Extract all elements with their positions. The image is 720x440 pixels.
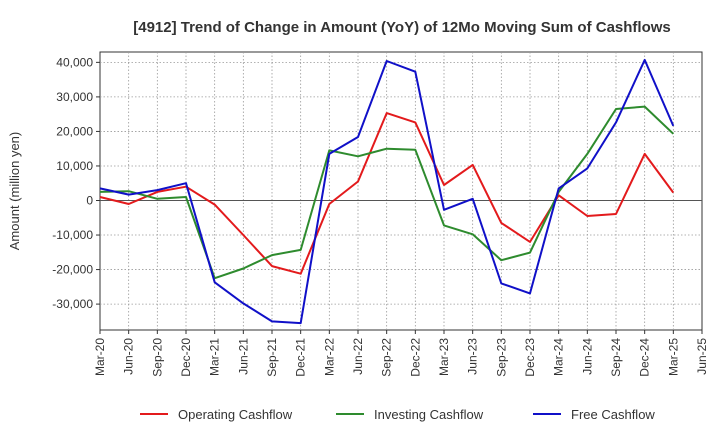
y-axis-label: Amount (million yen) xyxy=(7,132,22,251)
x-tick-label: Mar-25 xyxy=(666,338,680,376)
x-tick-label: Mar-21 xyxy=(208,338,222,376)
x-tick-label: Sep-24 xyxy=(609,338,623,377)
x-tick-label: Jun-22 xyxy=(351,338,365,375)
chart-title: [4912] Trend of Change in Amount (YoY) o… xyxy=(133,19,671,36)
x-tick-label: Sep-20 xyxy=(150,338,164,377)
y-tick-label: -10,000 xyxy=(52,228,93,242)
x-tick-label: Mar-20 xyxy=(93,338,107,376)
x-tick-label: Jun-25 xyxy=(695,338,709,375)
x-axis-ticks: Mar-20 Jun-20 Sep-20 Dec-20 Mar-21 Jun-21 Sep-… xyxy=(93,330,709,377)
x-tick-label: Jun-20 xyxy=(122,338,136,375)
y-tick-label: 30,000 xyxy=(56,90,93,104)
x-tick-label: Mar-23 xyxy=(437,338,451,376)
y-tick-label: 20,000 xyxy=(56,124,93,138)
x-tick-label: Sep-22 xyxy=(380,338,394,377)
x-tick-label: Dec-23 xyxy=(523,338,537,377)
investing-cashflow-line xyxy=(99,105,674,280)
free-cashflow-line xyxy=(99,58,675,325)
free-cashflow-legend-label: Free Cashflow xyxy=(571,407,655,422)
x-tick-label: Dec-24 xyxy=(638,338,652,377)
y-tick-label: 10,000 xyxy=(56,159,93,173)
plot-frame xyxy=(99,51,703,331)
y-tick-label: -30,000 xyxy=(52,297,93,311)
plot-area xyxy=(99,51,703,331)
x-tick-label: Dec-22 xyxy=(408,338,422,377)
y-axis-ticks: -30,000 -20,000 -10,000 0 10,000 20,000 30,000… xyxy=(52,55,100,311)
operating-cashflow-legend-label: Operating Cashflow xyxy=(178,407,293,422)
x-tick-label: Jun-24 xyxy=(580,338,594,375)
x-tick-label: Sep-21 xyxy=(265,338,279,377)
x-tick-label: Sep-23 xyxy=(494,338,508,377)
y-tick-label: -20,000 xyxy=(52,263,93,277)
x-tick-label: Jun-21 xyxy=(236,338,250,375)
x-tick-label: Jun-23 xyxy=(466,338,480,375)
y-tick-label: 40,000 xyxy=(56,55,93,69)
operating-cashflow-line xyxy=(99,112,675,275)
series-lines xyxy=(99,58,675,325)
x-tick-label: Mar-22 xyxy=(322,338,336,376)
x-tick-label: Dec-20 xyxy=(179,338,193,377)
x-tick-label: Mar-24 xyxy=(552,338,566,376)
y-tick-label: 0 xyxy=(86,193,93,207)
legend: Operating Cashflow Investing Cashflow Free… xyxy=(140,407,655,422)
investing-cashflow-legend-label: Investing Cashflow xyxy=(374,407,484,422)
x-tick-label: Dec-21 xyxy=(294,338,308,377)
